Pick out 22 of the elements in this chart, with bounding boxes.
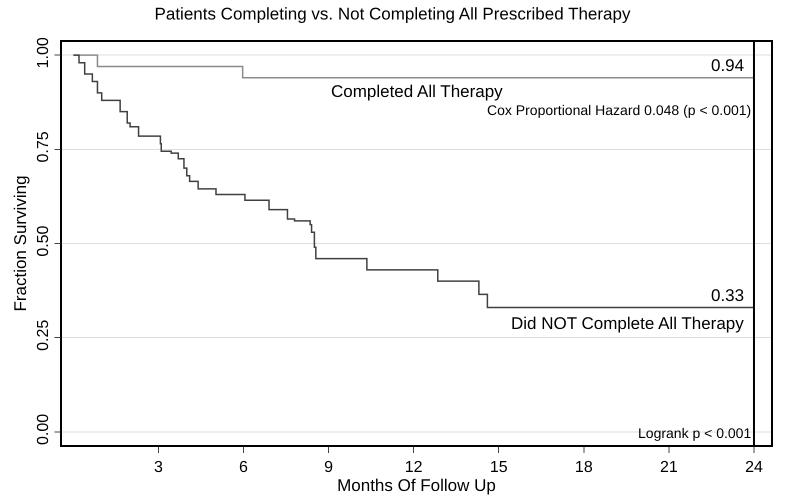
annotation: Cox Proportional Hazard 0.048 (p < 0.001) — [487, 102, 752, 118]
x-axis-title: Months Of Follow Up — [337, 476, 496, 495]
x-tick-label: 18 — [574, 458, 593, 476]
annotation: 0.33 — [711, 286, 744, 305]
x-tick-label: 9 — [324, 458, 334, 476]
series-label: Did NOT Complete All Therapy — [511, 314, 744, 333]
annotation: 0.94 — [711, 56, 744, 75]
x-tick-label: 6 — [239, 458, 248, 476]
series-label: Completed All Therapy — [331, 82, 504, 101]
x-tick-label: 3 — [154, 458, 163, 476]
x-tick-label: 15 — [490, 458, 508, 476]
y-tick-label: 1.00 — [34, 37, 52, 68]
x-tick-label: 24 — [745, 458, 763, 476]
x-tick-label: 12 — [404, 458, 423, 476]
y-tick-label: 0.25 — [34, 320, 52, 351]
chart-title: Patients Completing vs. Not Completing All Prescribed Therapy — [154, 4, 631, 24]
y-tick-label: 0.50 — [34, 225, 52, 257]
y-tick-label: 0.75 — [34, 131, 52, 163]
y-tick-label: 0.00 — [34, 414, 52, 445]
x-tick-label: 21 — [660, 458, 678, 476]
annotation: Logrank p < 0.001 — [638, 425, 752, 441]
y-axis-title: Fraction Surviving — [10, 175, 30, 312]
